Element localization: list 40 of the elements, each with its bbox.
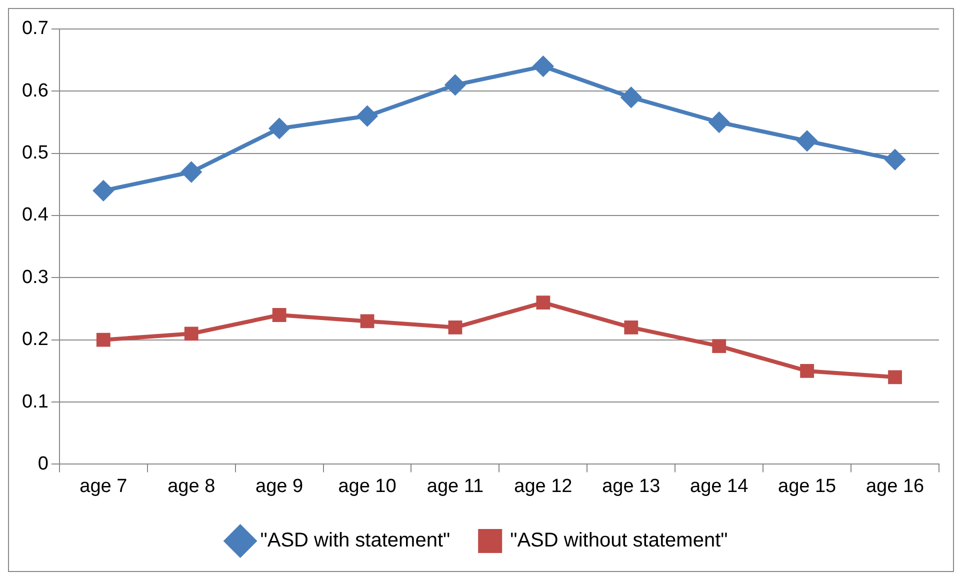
point xyxy=(360,314,374,328)
point xyxy=(181,162,202,182)
point xyxy=(709,112,730,132)
point xyxy=(800,364,814,378)
point xyxy=(184,326,198,341)
x-tick-label: age 10 xyxy=(338,476,396,497)
x-tick-label: age 9 xyxy=(256,476,304,497)
x-tick-label: age 14 xyxy=(690,476,749,497)
x-tick-label: age 11 xyxy=(426,476,484,497)
y-tick-label: 0.7 xyxy=(22,18,48,40)
point xyxy=(712,339,726,354)
x-tick-label: age 13 xyxy=(602,476,660,497)
y-tick-label: 0.1 xyxy=(22,391,48,412)
point xyxy=(272,308,286,322)
y-tick-label: 0 xyxy=(38,453,48,474)
y-tick-label: 0.3 xyxy=(22,266,48,288)
point xyxy=(445,74,466,95)
x-tick-label: age 12 xyxy=(514,476,572,497)
point xyxy=(885,150,906,170)
point xyxy=(533,56,554,76)
y-tick-label: 0.6 xyxy=(22,80,48,102)
point xyxy=(96,332,110,347)
x-tick-label: age 8 xyxy=(168,476,216,497)
y-tick-label: 0.2 xyxy=(22,329,48,350)
legend-label: "ASD with statement" xyxy=(260,530,450,552)
point xyxy=(357,106,378,126)
point xyxy=(536,296,550,310)
point xyxy=(269,118,290,138)
legend-label: "ASD without statement" xyxy=(510,530,728,552)
x-tick-label: age 15 xyxy=(778,476,836,497)
point xyxy=(93,180,114,201)
point xyxy=(797,130,818,151)
x-tick-label: age 7 xyxy=(80,476,128,497)
point xyxy=(448,320,462,334)
point xyxy=(888,370,902,384)
point xyxy=(621,87,642,108)
point xyxy=(624,320,638,334)
x-tick-label: age 16 xyxy=(866,476,924,497)
y-tick-label: 0.5 xyxy=(22,142,48,164)
y-tick-label: 0.4 xyxy=(22,204,49,226)
